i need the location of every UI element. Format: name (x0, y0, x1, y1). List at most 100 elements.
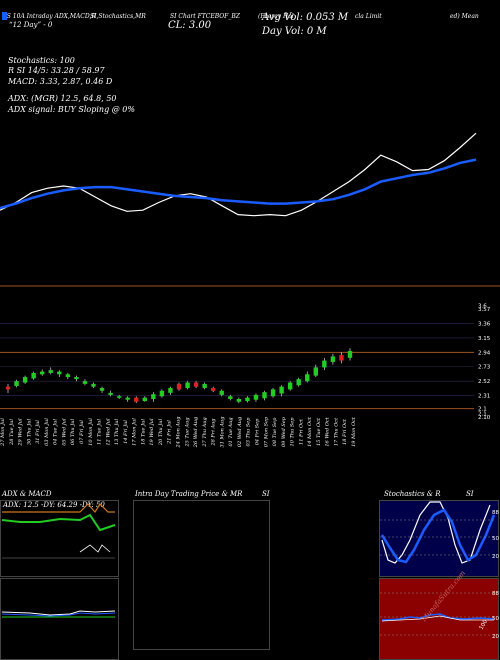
candle-body (219, 390, 224, 395)
rsi-value: R SI 14/5: 33.28 / 58.97 (8, 66, 105, 75)
candle-body (99, 388, 105, 391)
candle-body (74, 377, 79, 380)
price-tick: 2.31 (478, 394, 490, 400)
intraday-panel-si: SI (262, 490, 270, 498)
header-title-1: GS 10A Intraday ADX,MACD,R (2, 13, 96, 20)
price-tick: 2.1 (478, 407, 487, 413)
date-tick: 07 Mon Sep (263, 416, 269, 447)
candle-body (262, 392, 267, 399)
stoch-tick-20: 20 (492, 554, 499, 560)
stochastics-value: Stochastics: 100 (8, 56, 75, 65)
date-tick: 28 Tue Jul (9, 419, 15, 446)
date-tick: 13 Thu Jul (114, 419, 120, 446)
candle-body (108, 392, 113, 395)
header-title-2: SI,Stochastics,MR (90, 13, 146, 20)
date-tick: 16 Wed Oct (325, 416, 331, 446)
candle-body (125, 397, 130, 400)
candle-body (31, 372, 36, 379)
legend-blue-swatch (2, 12, 7, 20)
price-tick: 3.15 (478, 336, 491, 342)
date-tick: 17 Thu Oct (333, 417, 339, 446)
date-tick: 10 Thu Sep (290, 417, 296, 447)
header-day-count: “12 Day” - 0 (9, 21, 53, 29)
adx-green-line (1, 513, 116, 532)
adx-panel (0, 500, 119, 577)
date-tick: 18 Tue Jul (140, 419, 146, 445)
date-tick: 10 Mon Jul (88, 418, 94, 446)
date-tick: 14 Fri Jul (123, 420, 129, 444)
candle-body (82, 381, 88, 384)
date-tick: 11 Tue Jul (97, 419, 103, 445)
rsi-tick-20: 20 (492, 634, 499, 640)
date-tick: 20 Thu Jul (158, 419, 164, 447)
candle-body (253, 394, 259, 400)
date-tick: 05 Wed Jul (61, 418, 67, 446)
date-tick: 27 Thu Aug (202, 417, 208, 447)
date-tick: 19 Mon Oct (351, 416, 357, 447)
date-tick: 31 Mon Aug (219, 417, 225, 448)
candle-body (339, 355, 344, 361)
date-tick: 07 Fri Jul (79, 420, 85, 444)
date-tick: 26 Wed Aug (193, 417, 199, 448)
adx-signal: ADX signal: BUY Sloping @ 0% (8, 105, 135, 114)
rsi-tick-88: 88 (492, 591, 499, 597)
date-tick: 18 Fri Oct (342, 418, 348, 445)
date-tick: 11 Fri Oct (298, 418, 304, 445)
candle-body (305, 374, 310, 382)
date-tick: 03 Thu Sep (246, 417, 252, 447)
date-tick: 15 Tue Oct (316, 417, 322, 446)
stoch-tick-50: 50 (492, 536, 499, 542)
candle-body (168, 388, 173, 393)
day-volume: Day Vol: 0 M (262, 26, 327, 37)
candle-body (322, 360, 327, 368)
header-title-6: ed) Mean (450, 13, 479, 20)
date-tick: 29 Wed Jul (18, 418, 24, 447)
moving-averages (0, 132, 477, 217)
candle-body (48, 370, 53, 373)
price-tick: 2.94 (478, 350, 491, 356)
stoch-panel-title: Stochastics & R (384, 490, 441, 498)
date-tick: 14 Mon Oct (307, 416, 313, 447)
date-tick: 03 Mon Jul (44, 418, 50, 446)
rsi-tick-50: 50 (492, 616, 499, 622)
date-tick: 02 Wed Aug (237, 417, 243, 447)
date-tick: 09 Wed Sep (281, 416, 287, 447)
candle-body (116, 396, 122, 398)
candle-body (245, 397, 250, 402)
adx-panel-title: ADX & MACD (2, 490, 52, 498)
rsi-white-line (381, 615, 494, 622)
candle-body (193, 382, 199, 387)
date-tick: 04 Fri Sep (254, 418, 260, 445)
price-tick: 2.10 (478, 415, 491, 421)
date-tick: 27 Mon Jul (0, 418, 6, 447)
price-tick: 2.1 (478, 411, 487, 417)
avg-volume: Avg Vol: 0.053 M (262, 12, 349, 23)
date-tick: 12 Wed Jul (105, 418, 111, 446)
intraday-panel-title: Intra Day Trading Price & MR (135, 490, 243, 498)
date-tick: 30 Thu Jul (26, 419, 32, 446)
candle-body (211, 388, 216, 391)
candle-body (228, 396, 233, 400)
candle-body (134, 397, 139, 402)
price-tick: 2.73 (478, 365, 491, 371)
candle-body (279, 386, 284, 394)
candle-body (151, 394, 156, 400)
candle-body (236, 399, 242, 402)
candle-body (185, 382, 190, 389)
date-tick: 01 Tue Aug (228, 417, 234, 446)
date-tick: 17 Mon Jul (132, 418, 138, 446)
candle-body (142, 397, 147, 402)
date-tick: 21 Fri Jul (167, 420, 173, 445)
candle-body (287, 382, 293, 390)
ma-blue-line (0, 158, 477, 210)
candle-body (14, 381, 19, 386)
candle-body (22, 377, 28, 383)
macd-white-line (1, 610, 116, 616)
date-tick: 04 Tue Jul (53, 419, 59, 445)
intraday-panel (133, 500, 270, 650)
header-title-4: (Fcercy Hol (258, 13, 294, 20)
candle-body (65, 374, 71, 378)
candle-body (330, 356, 336, 362)
price-tick: 2.52 (478, 379, 490, 385)
